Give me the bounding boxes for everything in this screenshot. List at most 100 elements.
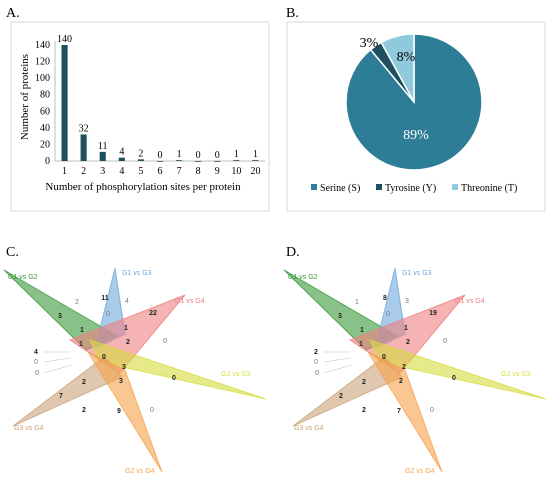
venn-set-label: G1 vs G4 [455,298,485,305]
venn-region-count: 7 [59,393,63,400]
bar-data-label: 2 [138,148,143,159]
pie-legend-entry: Serine (S) [320,183,360,194]
bar-data-label: 0 [158,150,163,161]
venn-region-count: 0 [35,370,39,377]
bar-y-tick-label: 120 [35,57,50,68]
bar-x-axis-label: Number of phosphorylation sites per prot… [45,181,241,193]
venn-region-count: 1 [355,299,359,306]
venn-set-shape [369,339,547,400]
venn-region-count: 11 [101,295,109,302]
bar [80,134,87,161]
pie-legend-swatch [452,184,458,190]
bar-y-tick-label: 100 [35,73,50,84]
panel-d-label: D. [286,245,300,260]
bar-x-tick-label: 9 [215,166,220,177]
bar-x-tick-label: 6 [158,166,163,177]
bar-y-tick-label: 40 [40,123,50,134]
bar [156,161,164,162]
bar [118,157,125,161]
pie-legend: Serine (S) Tyrosine (Y) Threonine (T) [311,183,517,194]
venn-set-label: G2 vs G3 [221,371,251,378]
bar [61,45,68,161]
pie-legend-entry: Threonine (T) [461,183,517,194]
bar [252,160,259,161]
bar-y-tick-label: 0 [45,156,50,167]
venn-leader-line [323,357,351,363]
bar-y-axis-label: Number of proteins [19,54,31,140]
bar-x-tick-label: 5 [138,166,143,177]
venn-region-count: 9 [117,408,121,415]
venn-region-count: 7 [397,408,401,415]
bar-data-label: 1 [234,149,239,160]
venn-region-count: 2 [406,339,410,346]
venn-set-label: G1 vs G2 [8,274,38,281]
venn-region-count: 1 [359,341,363,348]
panel-a-label: A. [6,6,20,21]
pie-data-label: 8% [397,50,416,65]
pie-legend-entry: Tyrosine (Y) [385,183,436,194]
venn-region-count: 0 [150,407,154,414]
bar-data-label: 0 [215,150,220,161]
pie-data-label: 3% [360,36,379,51]
bar-data-label: 11 [98,141,108,152]
venn-region-count: 0 [34,359,38,366]
venn-region-count: 3 [405,298,409,305]
pie-legend-swatch [311,184,317,190]
bar-y-tick-label: 140 [35,40,50,51]
bar-y-tick-label: 60 [40,106,50,117]
venn-set-label: G2 vs G3 [501,371,531,378]
venn-region-count: 2 [82,407,86,414]
venn-region-count: 3 [58,313,62,320]
venn-region-count: 3 [338,313,342,320]
pie-chart: 89% 3% 8% [345,33,483,171]
bar-y-tick-label: 80 [40,90,50,101]
bar-data-label: 1 [253,149,258,160]
venn-set-label: G2 vs G4 [405,468,435,475]
panel-a-frame [10,21,270,212]
venn-region-count: 0 [163,338,167,345]
bar-x-tick-label: 10 [231,166,241,177]
bar-data-label: 32 [79,123,89,134]
venn-region-count: 1 [404,325,408,332]
bar-x-tick-label: 7 [177,166,182,177]
venn-region-count: 0 [452,375,456,382]
bar-x-tick-label: 3 [100,166,105,177]
venn-region-count: 0 [382,354,386,361]
venn-leader-line [43,357,71,363]
venn-region-count: 22 [149,310,157,317]
venn-region-count: 2 [126,339,130,346]
venn-set-label: G2 vs G4 [125,468,155,475]
venn-region-count: 2 [75,299,79,306]
bar [233,160,240,161]
venn-set-shape [366,350,443,473]
venn-region-count: 0 [443,338,447,345]
venn-region-count: 0 [314,359,318,366]
bar [195,161,202,162]
venn-region-count: 0 [172,375,176,382]
venn-region-count: 1 [79,341,83,348]
bar [176,160,183,161]
pie-slice [345,33,483,171]
bar-x-tick-label: 4 [119,166,124,177]
bar-x-tick-label: 2 [81,166,86,177]
venn-set-label: G1 vs G3 [122,270,152,277]
venn-set-label: G3 vs G4 [14,425,44,432]
venn-region-count: 0 [106,311,110,318]
panel-c-label: C. [6,245,19,260]
venn-region-count: 2 [362,407,366,414]
bar-x-tick-label: 8 [196,166,201,177]
venn-region-count: 0 [386,311,390,318]
venn-region-count: 1 [124,325,128,332]
pie-data-label: 89% [403,128,429,143]
bar [99,151,106,161]
bar-data-label: 140 [57,34,72,45]
pie-legend-swatch [376,184,382,190]
venn-leader-line [323,364,353,374]
bar-x-tick-label: 1 [62,166,67,177]
venn-set-label: G1 vs G2 [288,274,318,281]
pie-slice [380,33,415,103]
venn-diagram-c: G1 vs G2 G1 vs G3 G1 vs G4 G2 vs G3 G3 vs G4… [3,267,267,475]
venn-region-count: 1 [80,327,84,334]
venn-region-count: 3 [122,364,126,371]
